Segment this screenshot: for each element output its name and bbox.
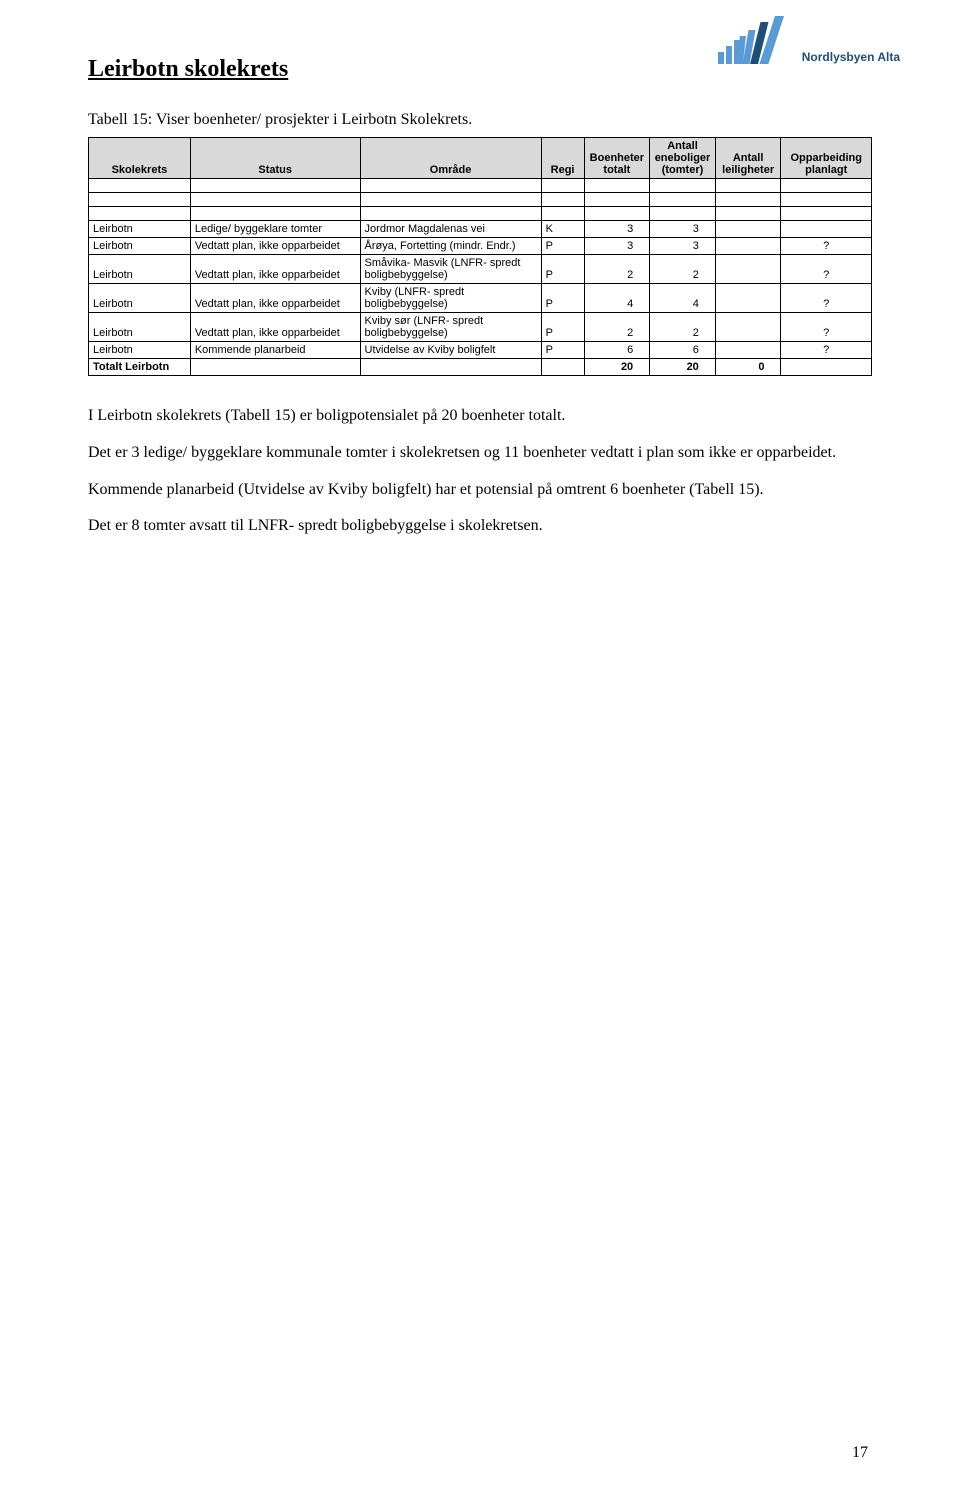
- table-total-row: Totalt Leirbotn 20 20 0: [89, 359, 872, 376]
- cell-omrade: Kviby sør (LNFR- spredt boligbebyggelse): [360, 313, 541, 342]
- cell-status: Vedtatt plan, ikke opparbeidet: [190, 313, 360, 342]
- cell-leil: [715, 342, 781, 359]
- cell-opp: ?: [781, 255, 872, 284]
- body-text: I Leirbotn skolekrets (Tabell 15) er bol…: [88, 398, 872, 545]
- table-row: Leirbotn Ledige/ byggeklare tomter Jordm…: [89, 221, 872, 238]
- cell-regi: K: [541, 221, 584, 238]
- cell-omrade: Kviby (LNFR- spredt boligbebyggelse): [360, 284, 541, 313]
- cell-omrade: Utvidelse av Kviby boligfelt: [360, 342, 541, 359]
- cell-status: Vedtatt plan, ikke opparbeidet: [190, 238, 360, 255]
- cell-status: Kommende planarbeid: [190, 342, 360, 359]
- cell-total-label: Totalt Leirbotn: [89, 359, 191, 376]
- col-boenheter: Boenheter totalt: [584, 138, 650, 179]
- cell-total-boen: 20: [584, 359, 650, 376]
- col-regi: Regi: [541, 138, 584, 179]
- cell-opp: ?: [781, 284, 872, 313]
- cell-regi: P: [541, 255, 584, 284]
- cell-boen: 3: [584, 238, 650, 255]
- cell-eneb: 2: [650, 313, 716, 342]
- cell-skole: Leirbotn: [89, 284, 191, 313]
- cell-eneb: 3: [650, 221, 716, 238]
- col-leiligheter: Antall leiligheter: [715, 138, 781, 179]
- table-row: Leirbotn Kommende planarbeid Utvidelse a…: [89, 342, 872, 359]
- cell-skole: Leirbotn: [89, 238, 191, 255]
- cell-boen: 6: [584, 342, 650, 359]
- cell-total-leil: 0: [715, 359, 781, 376]
- table-row: Leirbotn Vedtatt plan, ikke opparbeidet …: [89, 238, 872, 255]
- cell-eneb: 2: [650, 255, 716, 284]
- cell-opp: ?: [781, 342, 872, 359]
- table-spacer: [89, 179, 872, 193]
- cell-regi: P: [541, 238, 584, 255]
- col-status: Status: [190, 138, 360, 179]
- cell-skole: Leirbotn: [89, 221, 191, 238]
- logo-bars-icon: [718, 16, 794, 64]
- table-spacer: [89, 193, 872, 207]
- body-p3: Det er 8 tomter avsatt til LNFR- spredt …: [88, 508, 872, 545]
- cell-regi: P: [541, 284, 584, 313]
- cell-leil: [715, 313, 781, 342]
- cell-leil: [715, 238, 781, 255]
- cell-boen: 4: [584, 284, 650, 313]
- body-p2: Det er 3 ledige/ byggeklare kommunale to…: [88, 435, 872, 509]
- cell-skole: Leirbotn: [89, 342, 191, 359]
- cell-eneb: 6: [650, 342, 716, 359]
- cell-regi: P: [541, 313, 584, 342]
- cell-omrade: Småvika- Masvik (LNFR- spredt boligbebyg…: [360, 255, 541, 284]
- table-row: Leirbotn Vedtatt plan, ikke opparbeidet …: [89, 255, 872, 284]
- body-p1: I Leirbotn skolekrets (Tabell 15) er bol…: [88, 398, 872, 435]
- page-number: 17: [852, 1444, 868, 1462]
- cell-boen: 3: [584, 221, 650, 238]
- cell-skole: Leirbotn: [89, 255, 191, 284]
- col-opparbeiding: Opparbeiding planlagt: [781, 138, 872, 179]
- cell-skole: Leirbotn: [89, 313, 191, 342]
- logo: Nordlysbyen Alta: [718, 16, 900, 64]
- cell-opp: ?: [781, 238, 872, 255]
- table-spacer: [89, 207, 872, 221]
- table-row: Leirbotn Vedtatt plan, ikke opparbeidet …: [89, 284, 872, 313]
- cell-total-eneb: 20: [650, 359, 716, 376]
- cell-boen: 2: [584, 255, 650, 284]
- table-row: Leirbotn Vedtatt plan, ikke opparbeidet …: [89, 313, 872, 342]
- data-table: Skolekrets Status Område Regi Boenheter …: [88, 137, 872, 376]
- col-skolekrets: Skolekrets: [89, 138, 191, 179]
- col-eneboliger: Antall eneboliger (tomter): [650, 138, 716, 179]
- cell-eneb: 3: [650, 238, 716, 255]
- cell-boen: 2: [584, 313, 650, 342]
- cell-status: Ledige/ byggeklare tomter: [190, 221, 360, 238]
- cell-leil: [715, 255, 781, 284]
- cell-total-opp: [781, 359, 872, 376]
- cell-regi: P: [541, 342, 584, 359]
- cell-status: Vedtatt plan, ikke opparbeidet: [190, 255, 360, 284]
- table-caption: Tabell 15: Viser boenheter/ prosjekter i…: [88, 111, 872, 129]
- cell-eneb: 4: [650, 284, 716, 313]
- col-omrade: Område: [360, 138, 541, 179]
- table-header-row: Skolekrets Status Område Regi Boenheter …: [89, 138, 872, 179]
- cell-status: Vedtatt plan, ikke opparbeidet: [190, 284, 360, 313]
- cell-omrade: Årøya, Fortetting (mindr. Endr.): [360, 238, 541, 255]
- cell-omrade: Jordmor Magdalenas vei: [360, 221, 541, 238]
- cell-opp: [781, 221, 872, 238]
- cell-opp: ?: [781, 313, 872, 342]
- logo-text: Nordlysbyen Alta: [802, 50, 900, 64]
- cell-leil: [715, 284, 781, 313]
- cell-leil: [715, 221, 781, 238]
